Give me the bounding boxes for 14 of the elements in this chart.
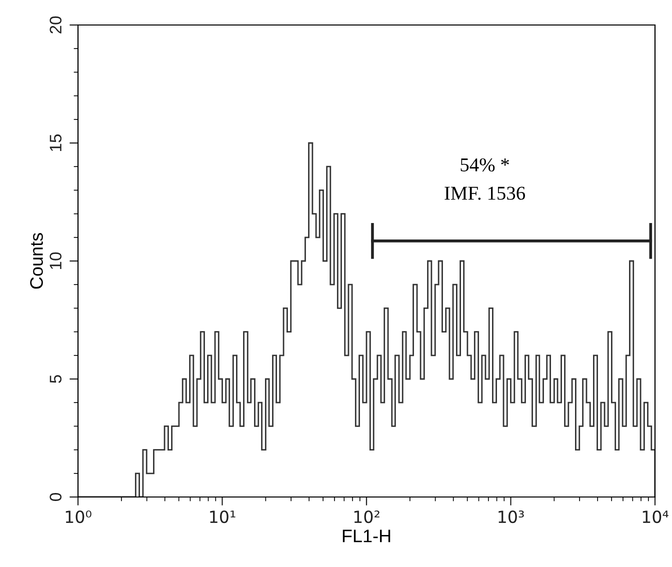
y-tick-label: 0 (50, 493, 62, 501)
x-axis-title: FL1-H (342, 530, 390, 542)
y-tick-label: 5 (50, 375, 62, 383)
annotation: IMF. 1536 (444, 186, 526, 200)
annotation: 54% * (460, 158, 509, 172)
x-tick-label: 10³ (498, 510, 524, 524)
y-tick-label: 10 (50, 252, 62, 269)
y-axis-title: Counts (30, 233, 43, 289)
y-tick-label: 15 (50, 134, 62, 151)
x-tick-label: 10⁰ (66, 510, 92, 524)
x-tick-label: 10² (354, 510, 380, 524)
y-tick-label: 20 (50, 16, 62, 34)
x-tick-label: 10⁴ (642, 510, 668, 524)
x-tick-label: 10¹ (210, 510, 236, 524)
